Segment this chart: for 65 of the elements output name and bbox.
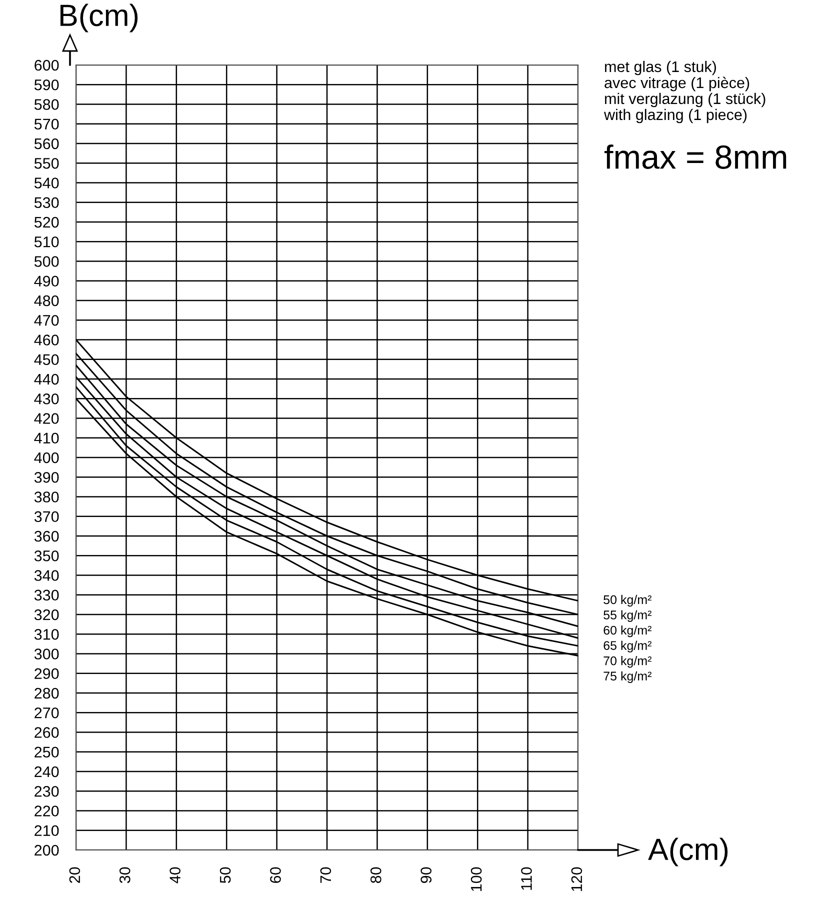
y-tick-label: 360 xyxy=(34,530,59,542)
text: 75 kg/m² xyxy=(604,671,652,683)
text: met glas (1 stuk) xyxy=(605,60,716,76)
y-tick-label: 350 xyxy=(34,550,59,562)
y-axis-title: B(cm) xyxy=(60,4,138,32)
x-tick-label: 60 xyxy=(270,867,281,883)
y-tick-label: 510 xyxy=(34,236,59,248)
y-tick-label: 290 xyxy=(34,668,59,680)
y-tick-label: 550 xyxy=(34,158,59,169)
text: fmax = 8mm xyxy=(604,144,786,169)
text: 55 kg/m² xyxy=(604,610,652,622)
y-tick-label: 320 xyxy=(34,609,59,620)
y-tick-label: 200 xyxy=(34,844,59,856)
y-tick-label: 580 xyxy=(34,99,59,110)
y-tick-label: 400 xyxy=(34,452,59,464)
y-tick-label: 310 xyxy=(34,628,59,640)
text: 65 kg/m² xyxy=(604,640,652,652)
y-tick-label: 410 xyxy=(34,432,59,444)
y-tick-label: 250 xyxy=(34,746,59,758)
y-tick-label: 480 xyxy=(34,295,59,306)
y-tick-label: 220 xyxy=(34,806,59,816)
x-tick-label: 50 xyxy=(220,867,231,884)
y-tick-label: 260 xyxy=(34,727,59,738)
x-axis-title: A(cm) xyxy=(648,838,728,866)
x-tick-label: 40 xyxy=(170,867,180,884)
y-tick-label: 470 xyxy=(34,314,59,326)
y-tick-label: 600 xyxy=(34,60,59,71)
x-tick-label: 110 xyxy=(521,867,532,890)
y-tick-label: 270 xyxy=(34,707,59,718)
y-tick-label: 590 xyxy=(34,79,59,90)
x-tick-label: 70 xyxy=(320,867,332,883)
y-tick-label: 520 xyxy=(34,216,59,228)
y-tick-label: 380 xyxy=(34,492,59,502)
y-tick-label: 460 xyxy=(34,334,59,346)
y-tick-label: 370 xyxy=(34,511,59,522)
y-tick-label: 340 xyxy=(34,570,59,581)
y-tick-label: 210 xyxy=(34,825,59,836)
text: with glazing (1 piece) xyxy=(604,108,747,124)
text: 60 kg/m² xyxy=(604,625,652,638)
x-tick-label: 100 xyxy=(470,867,482,891)
y-tick-label: 280 xyxy=(34,688,59,699)
y-tick-label: 390 xyxy=(34,472,59,483)
x-tick-label: 80 xyxy=(370,867,382,883)
y-tick-label: 440 xyxy=(34,374,59,385)
text: 50 kg/m² xyxy=(604,594,652,607)
y-tick-label: 450 xyxy=(34,354,59,366)
y-tick-label: 420 xyxy=(34,413,59,424)
y-tick-label: 530 xyxy=(34,197,59,208)
y-tick-label: 560 xyxy=(34,138,59,150)
y-tick-label: 540 xyxy=(34,178,59,188)
y-tick-label: 240 xyxy=(34,766,59,778)
x-tick-label: 20 xyxy=(69,867,80,883)
x-tick-label: 30 xyxy=(119,867,130,884)
y-tick-label: 570 xyxy=(34,118,59,130)
text: 70 kg/m² xyxy=(604,656,652,668)
y-tick-label: 330 xyxy=(34,590,59,601)
x-tick-label: 120 xyxy=(571,867,582,891)
y-tick-label: 430 xyxy=(34,393,59,404)
text: avec vitrage (1 pièce) xyxy=(604,76,750,92)
x-tick-label: 90 xyxy=(420,867,432,883)
y-tick-label: 300 xyxy=(34,648,59,660)
text: mit verglazung (1 stück) xyxy=(605,92,766,108)
y-tick-label: 230 xyxy=(34,786,59,797)
y-tick-label: 500 xyxy=(34,256,59,267)
y-tick-label: 490 xyxy=(34,276,59,287)
